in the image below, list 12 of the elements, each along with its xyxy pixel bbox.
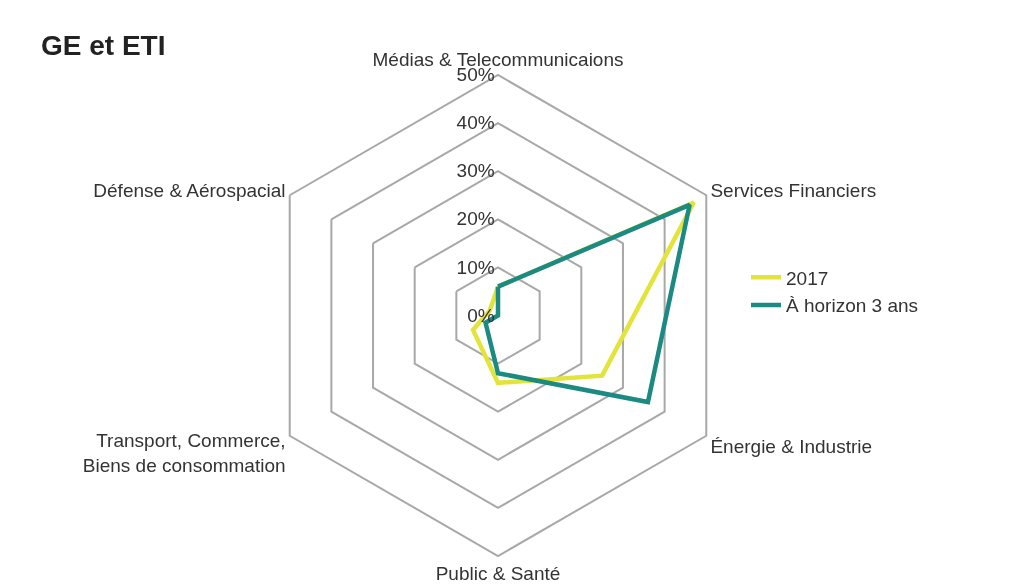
y-tick-label: 10% — [456, 256, 495, 278]
y-tick-label: 40% — [456, 112, 495, 134]
y-tick-label: 20% — [456, 208, 495, 230]
legend-label: À horizon 3 ans — [786, 295, 919, 317]
spoke-label: Défense & Aérospacial — [93, 179, 286, 201]
spoke-label: Public & Santé — [435, 562, 561, 584]
spoke-label: Énergie & Industrie — [710, 436, 873, 458]
spoke-label: Services Financiers — [710, 179, 877, 201]
legend-label: 2017 — [786, 267, 829, 289]
chart-title: GE et ETI — [41, 29, 166, 61]
spoke-label: Transport, Commerce, Biens de consommation — [82, 430, 286, 476]
y-tick-label: 30% — [456, 160, 495, 182]
